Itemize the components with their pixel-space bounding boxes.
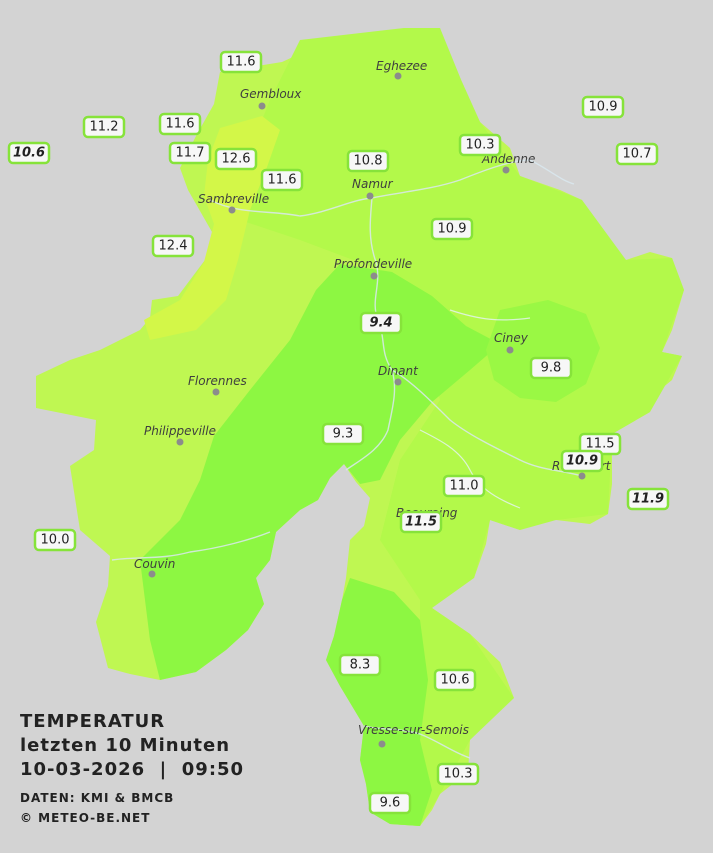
legend-copyright: © METEO-BE.NET <box>20 811 151 825</box>
city-dot-philippeville <box>176 438 184 446</box>
zone-cool-south <box>326 578 432 826</box>
city-label-vresse: Vresse-sur-Semois <box>358 723 469 737</box>
map-legend: TEMPERATUR letzten 10 Minuten 10-03-2026… <box>20 710 244 828</box>
city-dot-couvin <box>148 570 156 578</box>
station-value: 11.0 <box>450 479 479 494</box>
city-dot-namur <box>366 192 374 200</box>
station-badge: 11.0 <box>442 474 486 498</box>
station-value: 10.6 <box>441 673 470 688</box>
station-value: 10.6 <box>13 146 45 161</box>
legend-title: TEMPERATUR <box>20 711 166 732</box>
station-value: 10.9 <box>438 222 467 237</box>
city-label-dinant: Dinant <box>378 364 419 378</box>
station-badge: 8.3 <box>338 653 382 677</box>
city-label-couvin: Couvin <box>134 557 175 571</box>
city-dot-sambreville <box>228 206 236 214</box>
city-dot-ciney <box>506 346 514 354</box>
station-badge: 10.3 <box>458 133 502 157</box>
station-badge: 10.3 <box>436 762 480 786</box>
city-dot-gembloux <box>258 102 266 110</box>
station-value: 9.6 <box>380 796 401 811</box>
legend-subtitle: letzten 10 Minuten <box>20 735 231 756</box>
station-value: 11.9 <box>632 492 664 507</box>
border-line-lesse <box>419 429 521 509</box>
station-badge: 10.0 <box>33 528 77 552</box>
station-badge: 12.4 <box>151 234 195 258</box>
station-badge: 11.7 <box>168 141 212 165</box>
city-dot-eghezee <box>394 72 402 80</box>
station-value: 12.4 <box>159 239 188 254</box>
zone-hot-west <box>144 116 280 340</box>
station-value: 11.2 <box>90 120 119 135</box>
city-dot-rochefort <box>578 472 586 480</box>
legend-datetime: 10-03-2026 | 09:50 <box>20 759 245 780</box>
legend-source: DATEN: KMI & BMCB <box>20 791 175 805</box>
station-value: 10.0 <box>41 533 70 548</box>
river-semois <box>363 725 471 759</box>
station-value: 11.5 <box>405 515 437 530</box>
station-badge: 10.8 <box>346 149 390 173</box>
station-badge: 11.6 <box>260 168 304 192</box>
city-dot-dinant <box>394 378 402 386</box>
station-badge: 9.3 <box>321 422 365 446</box>
city-label-namur: Namur <box>352 177 394 191</box>
station-badge: 10.9 <box>581 95 625 119</box>
city-dot-florennes <box>212 388 220 396</box>
city-dot-vresse <box>378 740 386 748</box>
station-value: 9.3 <box>333 427 354 442</box>
station-badge: 11.2 <box>82 115 126 139</box>
river-sambre-meuse <box>209 159 575 217</box>
river-viroin <box>111 531 271 561</box>
city-label-florennes: Florennes <box>188 374 247 388</box>
station-value: 11.6 <box>227 55 256 70</box>
station-value: 12.6 <box>222 152 251 167</box>
city-dot-profondeville <box>370 272 378 280</box>
zone-mild-east <box>240 28 684 826</box>
station-value: 10.3 <box>444 767 473 782</box>
station-badge: 11.6 <box>219 50 263 74</box>
station-badge: 10.9 <box>560 449 604 473</box>
station-badge: 10.9 <box>430 217 474 241</box>
station-badge: 11.6 <box>158 112 202 136</box>
city-dot-andenne <box>502 166 510 174</box>
station-badge: 11.9 <box>626 487 670 511</box>
river-lesse <box>391 369 583 477</box>
station-badge: 11.5 <box>399 510 443 534</box>
station-value: 9.8 <box>541 361 562 376</box>
zone-cool-central <box>140 264 500 680</box>
station-badge: 10.7 <box>615 142 659 166</box>
station-value: 10.9 <box>589 100 618 115</box>
city-label-eghezee: Eghezee <box>376 59 427 73</box>
station-badges: 11.6 11.2 11.6 10.6 11.7 12.6 11.6 10.8 … <box>7 50 670 815</box>
station-badge: 9.6 <box>368 791 412 815</box>
city-label-profondeville: Profondeville <box>334 257 412 271</box>
city-label-sambreville: Sambreville <box>198 192 269 206</box>
river-meuse <box>345 197 396 471</box>
station-badge: 9.4 <box>359 311 403 335</box>
station-value: 11.7 <box>176 146 205 161</box>
city-label-gembloux: Gembloux <box>240 87 302 101</box>
station-value: 11.5 <box>586 437 615 452</box>
city-label-ciney: Ciney <box>494 331 529 345</box>
station-badge: 12.6 <box>214 147 258 171</box>
station-value: 10.8 <box>354 154 383 169</box>
border-line-ourthe <box>449 309 531 321</box>
station-value: 9.4 <box>369 316 392 331</box>
station-value: 10.3 <box>466 138 495 153</box>
station-badge: 10.6 <box>7 141 51 165</box>
station-badge: 10.6 <box>433 668 477 692</box>
station-value: 11.6 <box>268 173 297 188</box>
station-value: 10.7 <box>623 147 652 162</box>
city-label-philippeville: Philippeville <box>144 424 216 438</box>
station-badge: 9.8 <box>529 356 573 380</box>
station-value: 11.6 <box>166 117 195 132</box>
station-value: 10.9 <box>566 454 598 469</box>
station-value: 8.3 <box>350 658 371 673</box>
